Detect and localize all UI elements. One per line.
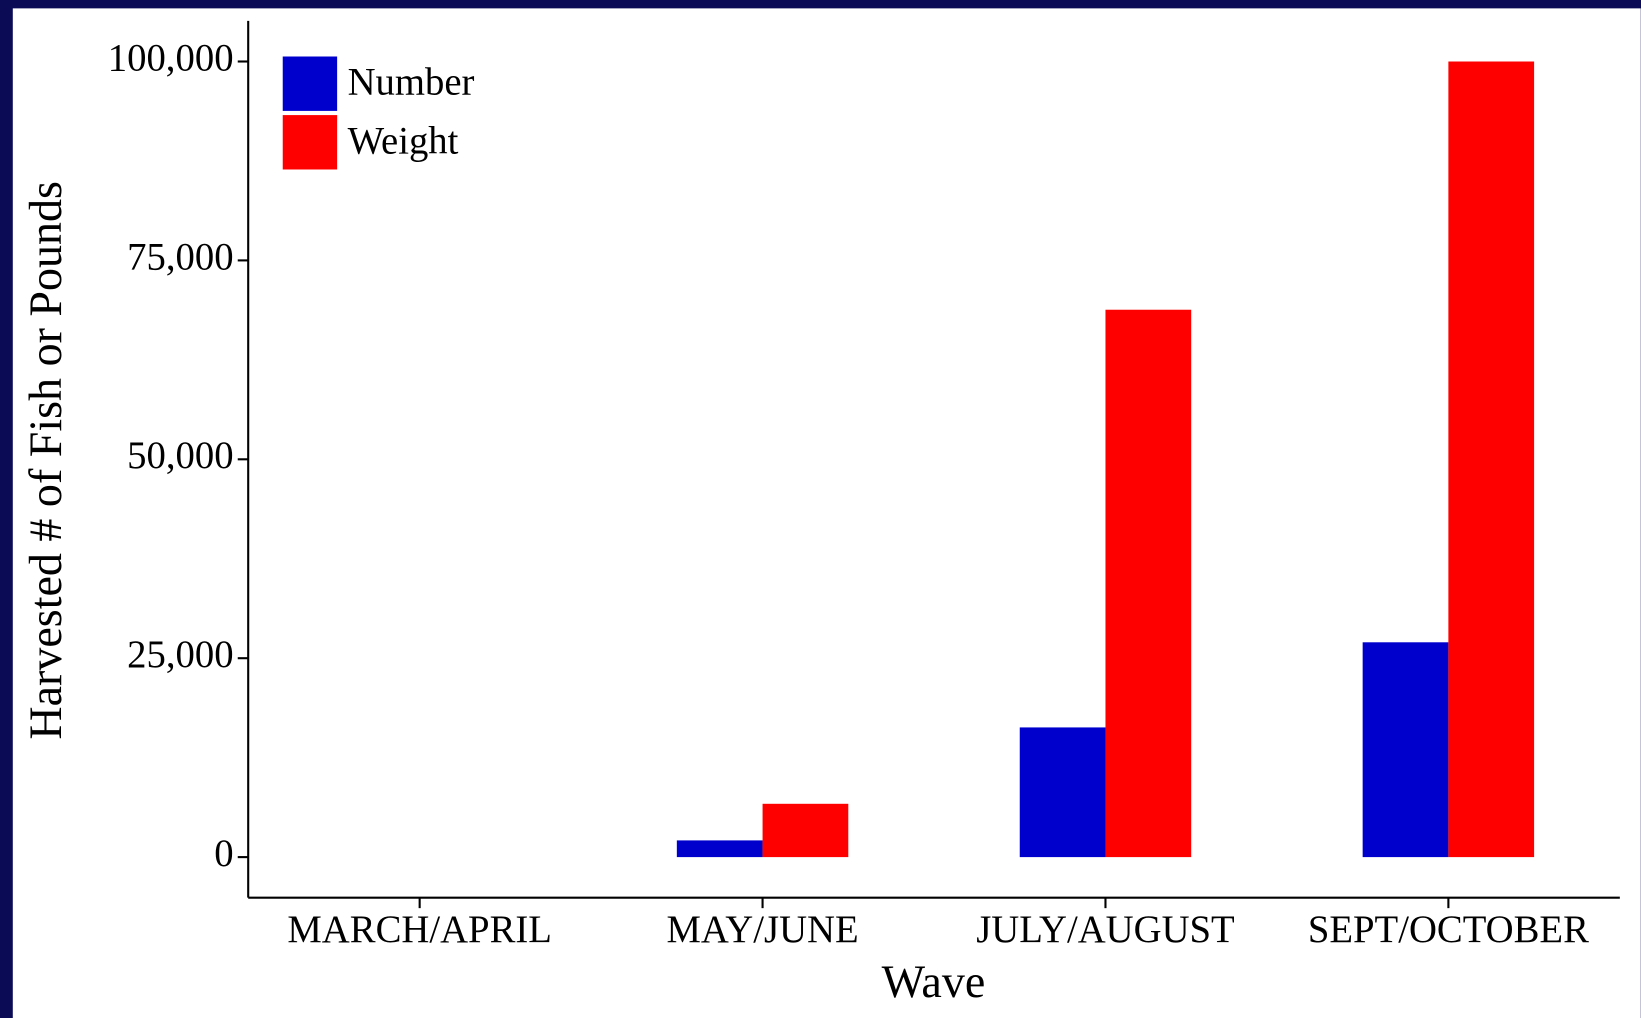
x-axis-title: Wave <box>882 956 986 1007</box>
legend-label: Weight <box>348 120 459 162</box>
x-tick-label: MARCH/APRIL <box>287 909 552 951</box>
y-axis-title: Harvested # of Fish or Pounds <box>20 181 71 740</box>
y-tick-label: 0 <box>214 833 233 875</box>
y-tick-label: 25,000 <box>127 634 233 676</box>
legend-label: Number <box>348 62 475 104</box>
bar <box>762 803 849 858</box>
bar <box>1105 309 1192 858</box>
bar <box>1448 61 1535 858</box>
x-tick-label: MAY/JUNE <box>667 909 859 951</box>
y-tick-label: 75,000 <box>127 236 233 278</box>
bar <box>1019 727 1106 858</box>
bar <box>1362 642 1449 858</box>
y-tick-label: 100,000 <box>108 37 234 79</box>
plot-background <box>12 8 1641 1018</box>
legend-swatch <box>282 115 338 170</box>
bar <box>676 840 763 858</box>
x-tick-label: JULY/AUGUST <box>976 909 1234 951</box>
y-tick-label: 50,000 <box>127 435 233 477</box>
x-tick-label: SEPT/OCTOBER <box>1308 909 1589 951</box>
legend-swatch <box>282 56 338 111</box>
